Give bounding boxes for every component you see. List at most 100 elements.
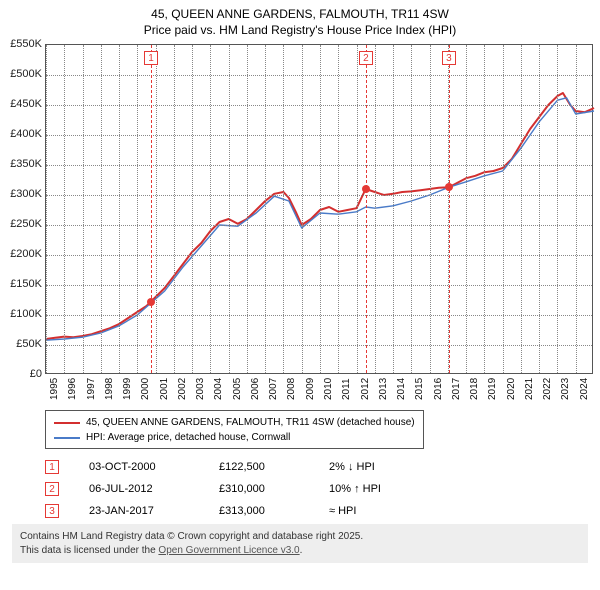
x-tick-label: 2018 [469,378,480,400]
x-tick-label: 2016 [433,378,444,400]
x-tick-label: 2012 [360,378,371,400]
title-line-1: 45, QUEEN ANNE GARDENS, FALMOUTH, TR11 4… [151,7,449,21]
x-tick-label: 2000 [140,378,151,400]
y-tick-label: £100K [2,308,42,320]
transaction-marker-line [449,45,450,373]
x-tick-label: 1997 [86,378,97,400]
x-tick-label: 1999 [122,378,133,400]
footer-line-1: Contains HM Land Registry data © Crown c… [20,531,363,542]
x-tick-label: 2015 [414,378,425,400]
gridline-v [192,45,193,373]
y-tick-label: £300K [2,188,42,200]
footer-line-2b: . [300,545,303,556]
gridline-v [503,45,504,373]
gridline-v [375,45,376,373]
transaction-price: £313,000 [219,505,329,517]
gridline-v [119,45,120,373]
x-tick-label: 2024 [579,378,590,400]
legend-swatch [54,422,80,424]
gridline-v [137,45,138,373]
gridline-v [64,45,65,373]
x-tick-label: 2002 [177,378,188,400]
gridline-v [393,45,394,373]
gridline-h [46,285,592,286]
y-tick-label: £550K [2,38,42,50]
x-tick-label: 2022 [542,378,553,400]
transaction-marker-box: 1 [144,51,158,65]
y-tick-label: £50K [2,338,42,350]
transaction-dot [147,298,155,306]
gridline-h [46,315,592,316]
y-tick-label: £350K [2,158,42,170]
footer-attribution: Contains HM Land Registry data © Crown c… [12,524,588,563]
gridline-h [46,75,592,76]
transaction-marker-box: 2 [359,51,373,65]
transaction-marker-box: 3 [442,51,456,65]
y-tick-label: £0 [2,368,42,380]
gridline-v [210,45,211,373]
legend-label: 45, QUEEN ANNE GARDENS, FALMOUTH, TR11 4… [86,415,415,430]
x-tick-label: 2005 [232,378,243,400]
gridline-v [320,45,321,373]
footer-line-2a: This data is licensed under the [20,545,158,556]
transaction-date: 06-JUL-2012 [89,483,219,495]
gridline-v [101,45,102,373]
gridline-v [83,45,84,373]
gridline-h [46,225,592,226]
gridline-h [46,165,592,166]
licence-link[interactable]: Open Government Licence v3.0 [158,545,299,556]
x-tick-label: 2007 [268,378,279,400]
x-tick-label: 2008 [286,378,297,400]
legend: 45, QUEEN ANNE GARDENS, FALMOUTH, TR11 4… [45,410,424,449]
gridline-v [539,45,540,373]
transactions-table: 1 03-OCT-2000£122,5002% ↓ HPI 206-JUL-2012… [45,456,449,522]
x-tick-label: 2006 [250,378,261,400]
transaction-row: 323-JAN-2017£313,000≈ HPI [45,500,449,522]
gridline-v [283,45,284,373]
gridline-v [521,45,522,373]
price-chart: 1995199619971998199920002001200220032004… [45,44,593,374]
gridline-v [302,45,303,373]
x-tick-label: 1998 [104,378,115,400]
x-tick-label: 2010 [323,378,334,400]
gridline-v [229,45,230,373]
x-tick-label: 2019 [487,378,498,400]
legend-label: HPI: Average price, detached house, Corn… [86,430,290,445]
transaction-row: 206-JUL-2012£310,00010% ↑ HPI [45,478,449,500]
title-line-2: Price paid vs. HM Land Registry's House … [144,23,456,37]
transaction-index: 1 [45,460,59,474]
x-tick-label: 2011 [341,378,352,400]
gridline-v [265,45,266,373]
x-tick-label: 2014 [396,378,407,400]
y-tick-label: £450K [2,98,42,110]
gridline-h [46,195,592,196]
y-tick-label: £150K [2,278,42,290]
gridline-h [46,255,592,256]
y-tick-label: £400K [2,128,42,140]
transaction-marker-line [151,45,152,373]
transaction-price: £310,000 [219,483,329,495]
chart-title: 45, QUEEN ANNE GARDENS, FALMOUTH, TR11 4… [0,0,600,38]
chart-lines [46,45,592,373]
y-tick-label: £250K [2,218,42,230]
gridline-v [557,45,558,373]
transaction-diff: 2% ↓ HPI [329,461,449,473]
x-tick-label: 2017 [451,378,462,400]
gridline-v [357,45,358,373]
x-tick-label: 2020 [506,378,517,400]
x-tick-label: 1996 [67,378,78,400]
x-tick-label: 2003 [195,378,206,400]
x-tick-label: 1995 [49,378,60,400]
transaction-diff: ≈ HPI [329,505,449,517]
gridline-v [338,45,339,373]
gridline-h [46,345,592,346]
legend-swatch [54,437,80,439]
gridline-v [174,45,175,373]
gridline-v [466,45,467,373]
x-tick-label: 2023 [560,378,571,400]
x-tick-label: 2013 [378,378,389,400]
gridline-v [576,45,577,373]
gridline-h [46,105,592,106]
transaction-price: £122,500 [219,461,329,473]
transaction-date: 03-OCT-2000 [89,461,219,473]
